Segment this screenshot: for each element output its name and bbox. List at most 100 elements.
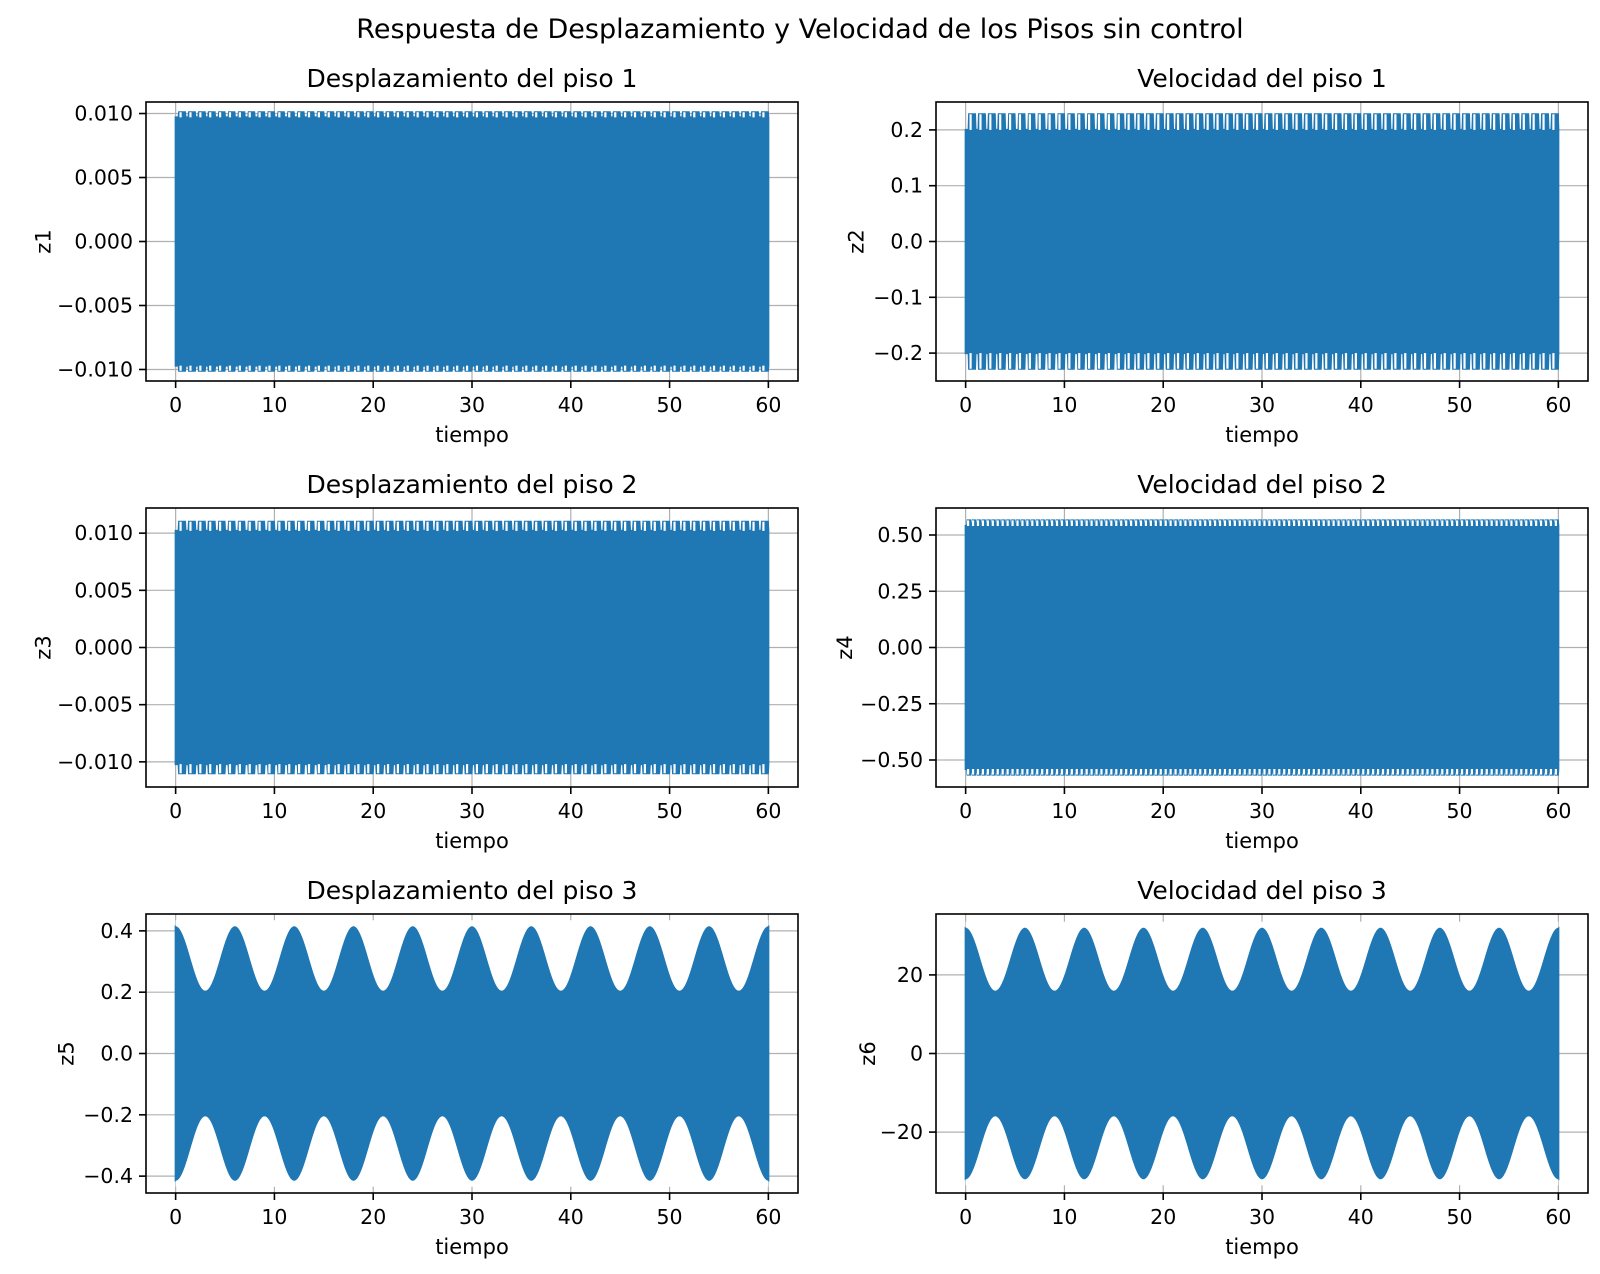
x-tick-label: 0 [959, 799, 972, 823]
x-tick-label: 20 [360, 799, 386, 823]
x-tick-label: 0 [169, 1205, 182, 1229]
y-tick-label: −0.2 [83, 1103, 133, 1127]
envelope-gap-top [965, 921, 1559, 991]
x-axis-label: tiempo [435, 1235, 509, 1259]
x-tick-label: 30 [1249, 799, 1275, 823]
series-signal [174, 111, 770, 372]
x-tick-label: 20 [360, 1205, 386, 1229]
subplot-title: Desplazamiento del piso 3 [307, 876, 638, 905]
y-tick-label: 0.4 [100, 919, 133, 943]
y-tick-label: 0.000 [74, 230, 133, 254]
series-signal [964, 921, 1560, 1186]
x-tick-label: 50 [657, 1205, 683, 1229]
x-tick-label: 20 [1150, 393, 1176, 417]
y-tick-label: 0.0 [100, 1042, 133, 1066]
series-signal [174, 520, 770, 775]
x-tick-label: 10 [261, 799, 287, 823]
subplots: 0 10 20 30 40 50 60−0.010−0.0050.0000.0050.010… [31, 64, 1589, 1259]
series-band [174, 111, 770, 372]
subplot-2: 0 10 20 30 40 50 60 −0.2 −0.1 0.0 0.1 0.2 Velocidad … [845, 64, 1589, 447]
subplot-4: 0 10 20 30 40 50 60 −0.50 −0.25 0.00 0.25 0.50 Veloc… [833, 470, 1589, 853]
x-tick-label: 10 [261, 393, 287, 417]
subplot-title: Desplazamiento del piso 1 [307, 64, 638, 93]
series-signal [964, 113, 1560, 370]
y-tick-label: 0.010 [74, 521, 133, 545]
y-tick-label: 0 [910, 1042, 923, 1066]
x-axis-label: tiempo [435, 829, 509, 853]
subplot-3: 0 10 20 30 40 50 60 −0.010 −0.005 0.000 0.005 0.010… [31, 470, 799, 853]
x-tick-label: 40 [558, 1205, 584, 1229]
x-axis-label: tiempo [1225, 423, 1299, 447]
x-tick-label: 40 [558, 799, 584, 823]
y-tick-label: 0.000 [74, 636, 133, 660]
series-signal [964, 519, 1560, 776]
y-tick-label: 0.50 [877, 523, 923, 547]
x-tick-label: 40 [1348, 393, 1374, 417]
y-tick-label: 0.00 [877, 636, 923, 660]
series-band [964, 519, 1560, 776]
series-band [964, 113, 1560, 370]
y-axis-label: z5 [55, 1041, 79, 1065]
x-tick-label: 60 [755, 393, 781, 417]
x-tick-label: 10 [1051, 393, 1077, 417]
x-tick-label: 20 [1150, 799, 1176, 823]
x-tick-label: 30 [1249, 1205, 1275, 1229]
y-tick-label: −0.1 [873, 285, 923, 309]
envelope-gap-bottom [965, 1116, 1559, 1186]
envelope-gap-bottom [175, 1116, 769, 1187]
x-axis-label: tiempo [1225, 1235, 1299, 1259]
x-tick-label: 40 [1348, 1205, 1374, 1229]
y-tick-label: −0.2 [873, 341, 923, 365]
y-tick-label: 0.005 [74, 578, 133, 602]
y-tick-label: −0.25 [860, 692, 923, 716]
y-tick-label: −0.010 [57, 750, 133, 774]
x-tick-label: 0 [959, 393, 972, 417]
subplot-title: Velocidad del piso 3 [1137, 876, 1387, 905]
y-tick-label: −0.50 [860, 748, 923, 772]
x-tick-label: 60 [1545, 799, 1571, 823]
envelope-gap-top [175, 920, 769, 991]
y-axis-label: z3 [31, 635, 55, 659]
x-tick-label: 0 [959, 1205, 972, 1229]
x-tick-label: 50 [657, 393, 683, 417]
x-tick-label: 60 [755, 799, 781, 823]
figure-suptitle: Respuesta de Desplazamiento y Velocidad … [356, 14, 1243, 45]
subplot-title: Velocidad del piso 1 [1137, 64, 1387, 93]
y-axis-label: z4 [833, 635, 857, 659]
ripple-teeth [179, 112, 765, 371]
x-tick-label: 20 [1150, 1205, 1176, 1229]
x-tick-label: 20 [360, 393, 386, 417]
x-tick-label: 50 [1447, 393, 1473, 417]
x-tick-label: 50 [1447, 799, 1473, 823]
x-tick-label: 10 [1051, 1205, 1077, 1229]
x-tick-label: 30 [1249, 393, 1275, 417]
ripple-teeth [967, 520, 1557, 775]
x-tick-label: 40 [1348, 799, 1374, 823]
y-tick-label: 0.2 [100, 980, 133, 1004]
x-tick-label: 10 [261, 1205, 287, 1229]
x-tick-label: 50 [1447, 1205, 1473, 1229]
y-tick-label: −0.005 [57, 693, 133, 717]
x-tick-label: 50 [657, 799, 683, 823]
x-tick-label: 40 [558, 393, 584, 417]
x-axis-label: tiempo [435, 423, 509, 447]
x-tick-label: 30 [459, 393, 485, 417]
x-tick-label: 0 [169, 393, 182, 417]
subplot-title: Desplazamiento del piso 2 [307, 470, 638, 499]
y-tick-label: 0.010 [74, 102, 133, 126]
y-tick-label: −0.005 [57, 293, 133, 317]
y-axis-label: z6 [856, 1041, 880, 1065]
y-tick-label: −0.4 [83, 1164, 133, 1188]
x-tick-label: 30 [459, 1205, 485, 1229]
ripple-teeth [969, 114, 1555, 369]
y-tick-label: 0.005 [74, 166, 133, 190]
x-tick-label: 0 [169, 799, 182, 823]
y-axis-label: z2 [845, 229, 869, 253]
y-tick-label: 20 [897, 963, 923, 987]
y-tick-label: 0.2 [890, 118, 923, 142]
y-tick-label: −0.010 [57, 357, 133, 381]
x-tick-label: 60 [755, 1205, 781, 1229]
x-tick-label: 60 [1545, 1205, 1571, 1229]
y-tick-label: 0.1 [890, 174, 923, 198]
